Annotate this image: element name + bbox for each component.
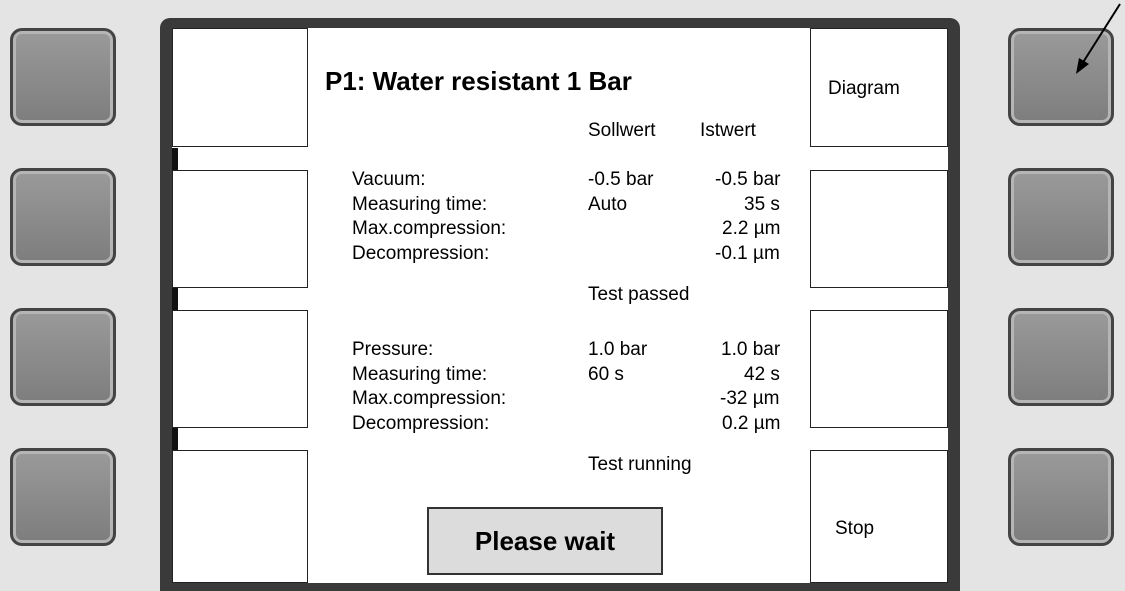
actual: 2.2 µm: [722, 218, 781, 239]
marker: [172, 428, 178, 450]
status: Test running: [588, 454, 692, 475]
softkey[interactable]: [172, 310, 308, 428]
softkey[interactable]: [172, 450, 308, 583]
marker: [172, 288, 178, 310]
softkey[interactable]: [810, 170, 948, 288]
marker: [172, 148, 178, 170]
actual: 42 s: [744, 363, 780, 385]
hardware-button[interactable]: [10, 448, 116, 546]
hardware-button[interactable]: [1008, 448, 1114, 546]
softkey-label[interactable]: Stop: [835, 518, 875, 539]
actual: 35 s: [744, 193, 780, 215]
column-header: Sollwert: [588, 120, 656, 141]
softkey[interactable]: [172, 28, 308, 147]
softkey[interactable]: [810, 28, 948, 147]
hardware-button[interactable]: [1008, 308, 1114, 406]
column-header: Istwert: [700, 120, 756, 141]
softkey[interactable]: [172, 170, 308, 288]
actual: -0.5 bar: [715, 169, 781, 190]
hardware-button[interactable]: [1008, 168, 1114, 266]
actual: 1.0 bar: [721, 339, 781, 360]
actual: -32 µm: [720, 388, 780, 409]
softkey-label[interactable]: Diagram: [828, 78, 900, 99]
hardware-button[interactable]: [10, 308, 116, 406]
softkey[interactable]: [810, 310, 948, 428]
row-label: Decompression:: [352, 412, 490, 434]
actual: -0.1 µm: [715, 242, 780, 264]
row-label: Pressure:: [352, 339, 434, 360]
setpoint: 60 s: [588, 363, 624, 385]
setpoint: 1.0 bar: [588, 339, 648, 360]
row-label: Max.compression:: [352, 218, 507, 239]
status: Test passed: [588, 284, 690, 305]
hardware-button[interactable]: [10, 168, 116, 266]
setpoint: -0.5 bar: [588, 169, 654, 190]
row-label: Measuring time:: [352, 363, 488, 385]
row-label: Decompression:: [352, 242, 490, 264]
hardware-button[interactable]: [10, 28, 116, 126]
title: P1: Water resistant 1 Bar: [325, 66, 632, 96]
wait-button[interactable]: Please wait: [427, 507, 663, 575]
setpoint: Auto: [588, 193, 628, 215]
row-label: Max.compression:: [352, 388, 507, 409]
softkey[interactable]: [810, 450, 948, 583]
hardware-button[interactable]: [1008, 28, 1114, 126]
actual: 0.2 µm: [722, 412, 781, 434]
row-label: Vacuum:: [352, 169, 426, 190]
row-label: Measuring time:: [352, 193, 488, 215]
